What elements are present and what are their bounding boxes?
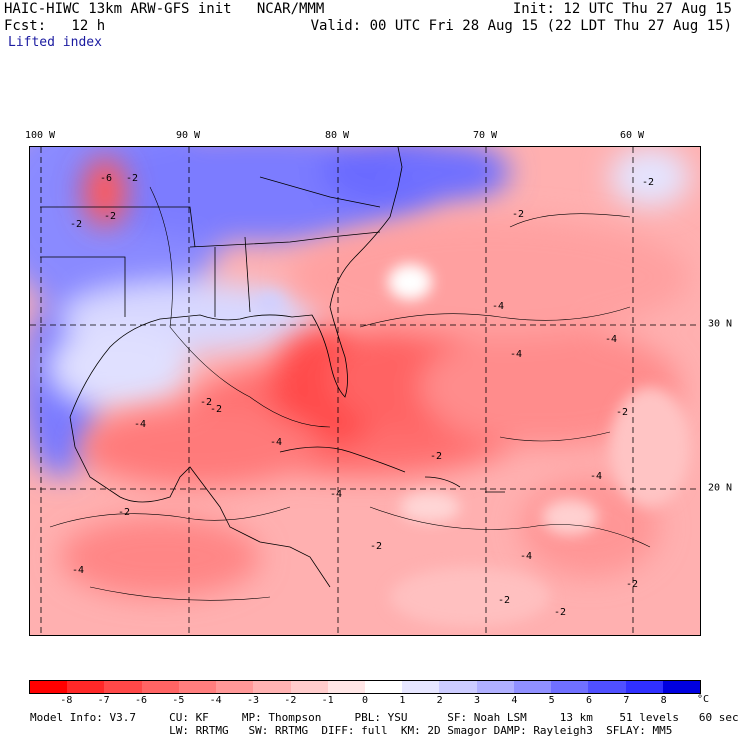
lon-label-90w: 90 W: [175, 130, 201, 141]
lon-label-100w: 100 W: [24, 130, 56, 141]
colorbar-segment: [551, 681, 589, 693]
colorbar-tick-label: -4: [209, 695, 222, 706]
colorbar-segment: [216, 681, 254, 693]
contour-label: -2: [430, 451, 442, 462]
contour-label: -2: [642, 177, 654, 188]
mexico-coast: [69, 416, 331, 588]
colorbar-segment: [67, 681, 105, 693]
contour-label: -4: [330, 489, 342, 500]
colorbar-tick-label: 4: [511, 695, 518, 706]
contour-label: -2: [498, 595, 510, 606]
lon-label-70w: 70 W: [472, 130, 498, 141]
colorbar-segment: [513, 681, 552, 693]
us-gulf-coast: [69, 216, 391, 418]
contour-label: -4: [590, 471, 602, 482]
contour-label: -2: [70, 219, 82, 230]
state-line-c: [189, 231, 381, 248]
hispaniola: [424, 476, 461, 488]
contour-label: -2: [616, 407, 628, 418]
colorbar-unit: °C: [697, 694, 710, 705]
init-time: Init: 12 UTC Thu 27 Aug 15: [512, 1, 732, 17]
colorbar: [29, 680, 701, 694]
contour-label: -2: [118, 507, 130, 518]
field-name: Lifted index: [8, 35, 102, 50]
colorbar-segment: [104, 681, 142, 693]
state-line-f: [259, 176, 381, 208]
contour-label: -2: [200, 397, 212, 408]
contour-label: -2: [126, 173, 138, 184]
colorbar-tick-label: 6: [585, 695, 593, 706]
contour-labels: -6 -2 -2 -2 -2 -2 -2 -4 -4 -4 -4 -4 -4 -…: [70, 173, 654, 618]
contour-label: -2: [554, 607, 566, 618]
state-line-b: [40, 256, 126, 317]
local-features: [255, 264, 690, 627]
colorbar-segment: [625, 681, 663, 693]
lon-label-60w: 60 W: [619, 130, 645, 141]
contour-label: -4: [492, 301, 504, 312]
contour-label: -2: [370, 541, 382, 552]
contour-label: -4: [605, 334, 617, 345]
coastlines-borders: [40, 147, 505, 588]
colorbar-tick-label: -3: [246, 695, 260, 706]
colorbar-segment: [290, 681, 328, 693]
state-line-e: [244, 236, 251, 313]
unstable-field-red: [60, 157, 690, 597]
colorbar-segment: [476, 681, 514, 693]
colorbar-segment: [588, 681, 626, 693]
contour-label: -2: [512, 209, 524, 220]
contours: [49, 186, 651, 601]
contour-label: -4: [270, 437, 282, 448]
model-title: HAIC-HIWC 13km ARW-GFS init NCAR/MMM: [4, 1, 325, 17]
colorbar-segment: [253, 681, 291, 693]
contour-label: -2: [104, 211, 116, 222]
colorbar-tick-label: 0: [361, 695, 369, 706]
colorbar-tick-label: -5: [172, 695, 185, 706]
colorbar-tick-label: -8: [60, 695, 73, 706]
contour-label: -2: [210, 404, 222, 415]
contour-label: -4: [72, 565, 84, 576]
us-east-coast: [389, 147, 403, 218]
contour-label: -4: [134, 419, 146, 430]
contour-label: -2: [626, 579, 638, 590]
colorbar-tick-label: -7: [97, 695, 110, 706]
model-info-line2: LW: RRTMG SW: RRTMG DIFF: full KM: 2D Sm…: [30, 724, 673, 737]
colorbar-tick-label: 3: [473, 695, 481, 706]
map-canvas: -6 -2 -2 -2 -2 -2 -2 -4 -4 -4 -4 -4 -4 -…: [30, 147, 700, 635]
lon-label-80w: 80 W: [324, 130, 350, 141]
colorbar-tick-label: 2: [436, 695, 443, 706]
colorbar-segment: [30, 681, 68, 693]
graticule: [30, 147, 700, 635]
contour-label: -4: [510, 349, 522, 360]
colorbar-segment: [178, 681, 217, 693]
colorbar-tick-label: -6: [134, 695, 148, 706]
contour-label: -4: [520, 551, 532, 562]
colorbar-segment: [662, 681, 700, 693]
colorbar-tick-label: 5: [548, 695, 555, 706]
colorbar-tick-label: -1: [321, 695, 334, 706]
contour-label: -6: [100, 173, 112, 184]
lat-label-20n: 20 N: [708, 482, 733, 494]
colorbar-segment: [327, 681, 365, 693]
lat-label-30n: 30 N: [708, 318, 733, 330]
colorbar-tick-label: 7: [623, 695, 630, 706]
model-info-line1: Model Info: V3.7 CU: KF MP: Thompson PBL…: [30, 711, 739, 724]
lifted-index-map[interactable]: -6 -2 -2 -2 -2 -2 -2 -4 -4 -4 -4 -4 -4 -…: [29, 146, 701, 636]
colorbar-segment: [439, 681, 477, 693]
colorbar-segment: [141, 681, 179, 693]
state-line-a: [40, 206, 196, 248]
colorbar-tick-label: 8: [660, 695, 667, 706]
colorbar-segment: [402, 681, 440, 693]
colorbar-tick-label: 1: [399, 695, 406, 706]
colorbar-tick-label: -2: [284, 695, 297, 706]
colorbar-segment: [364, 681, 403, 693]
valid-time: Valid: 00 UTC Fri 28 Aug 15 (22 LDT Thu …: [310, 18, 732, 34]
cuba: [279, 446, 406, 473]
forecast-hour: Fcst: 12 h: [4, 18, 106, 34]
